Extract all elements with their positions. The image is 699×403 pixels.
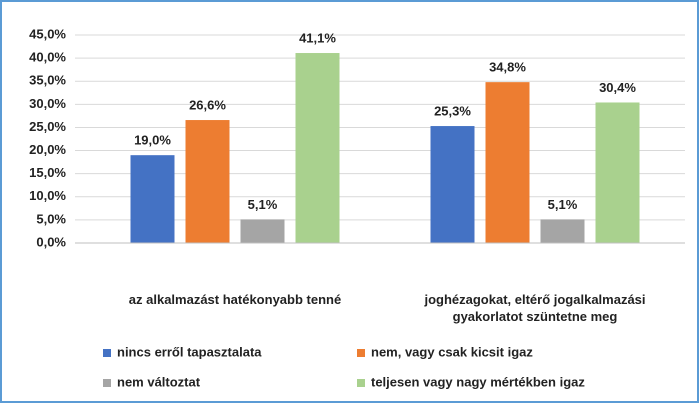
- y-tick-label: 15,0%: [29, 165, 66, 180]
- bar: [540, 219, 585, 243]
- y-tick-label: 0,0%: [36, 234, 66, 249]
- legend-label: nincs erről tapasztalata: [117, 344, 262, 359]
- bar: [130, 155, 175, 243]
- value-label: 34,8%: [489, 60, 526, 75]
- value-label: 5,1%: [248, 197, 278, 212]
- x-tick-label: joghézagokat, eltérő jogalkalmazási gyak…: [424, 292, 646, 324]
- y-tick-label: 10,0%: [29, 188, 66, 203]
- legend-swatch: [357, 379, 365, 387]
- y-tick-label: 45,0%: [29, 26, 66, 41]
- bar: [295, 53, 340, 243]
- y-tick-label: 30,0%: [29, 96, 66, 111]
- value-label: 25,3%: [434, 103, 471, 118]
- legend-swatch: [103, 379, 111, 387]
- bar: [185, 120, 230, 243]
- legend-label: nem változtat: [117, 374, 201, 389]
- y-tick-label: 40,0%: [29, 50, 66, 65]
- bar: [430, 126, 475, 243]
- value-label: 41,1%: [299, 30, 336, 45]
- y-tick-label: 5,0%: [36, 211, 66, 226]
- y-tick-label: 20,0%: [29, 142, 66, 157]
- legend-swatch: [103, 349, 111, 357]
- value-label: 5,1%: [548, 197, 578, 212]
- value-label: 26,6%: [189, 97, 226, 112]
- legend-swatch: [357, 349, 365, 357]
- legend-label: nem, vagy csak kicsit igaz: [371, 344, 533, 359]
- x-tick-label: az alkalmazást hatékonyabb tenné: [128, 292, 342, 307]
- bar: [595, 102, 640, 244]
- y-tick-label: 25,0%: [29, 119, 66, 134]
- y-tick-label: 35,0%: [29, 73, 66, 88]
- bar: [240, 219, 285, 243]
- value-label: 30,4%: [599, 80, 636, 95]
- value-label: 19,0%: [134, 133, 171, 148]
- bar: [485, 82, 530, 243]
- legend-label: teljesen vagy nagy mértékben igaz: [371, 374, 585, 389]
